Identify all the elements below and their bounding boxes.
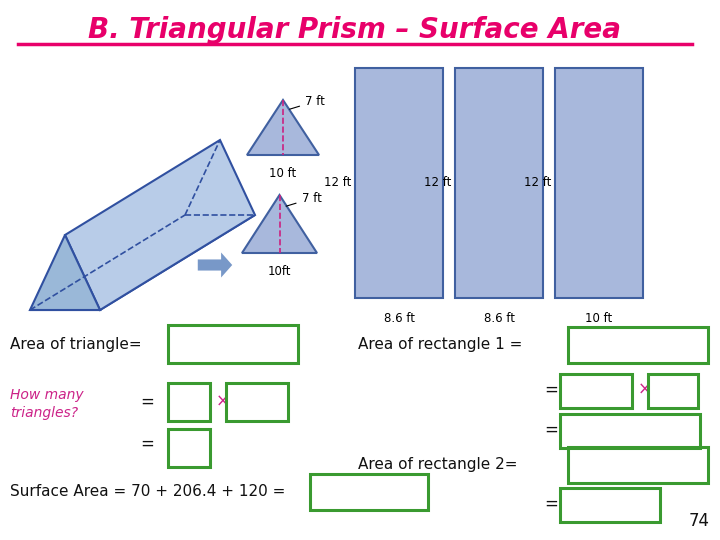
Bar	[355, 68, 443, 298]
Text: =: =	[140, 435, 154, 453]
Text: 10ft: 10ft	[268, 265, 292, 278]
Text: 7 ft: 7 ft	[286, 192, 321, 206]
Text: 12 ft: 12 ft	[523, 177, 551, 190]
Polygon shape	[30, 235, 100, 310]
Text: Area of rectangle 1 =: Area of rectangle 1 =	[358, 338, 523, 353]
Text: 8.6 ft: 8.6 ft	[384, 312, 415, 325]
Text: =: =	[544, 381, 558, 399]
Text: 8.6 ft: 8.6 ft	[484, 312, 515, 325]
Text: =: =	[140, 393, 154, 411]
Bar	[226, 383, 288, 421]
Bar	[455, 68, 543, 298]
Bar	[568, 447, 708, 483]
Polygon shape	[30, 215, 255, 310]
Text: ×: ×	[638, 381, 652, 399]
Bar	[310, 474, 428, 510]
Text: Area of rectangle 2=: Area of rectangle 2=	[358, 457, 518, 472]
Bar	[168, 325, 298, 363]
Text: 12 ft: 12 ft	[323, 177, 351, 190]
Bar	[560, 488, 660, 522]
Bar	[555, 68, 643, 298]
Text: B. Triangular Prism – Surface Area: B. Triangular Prism – Surface Area	[89, 16, 621, 44]
Bar	[568, 327, 708, 363]
Text: 12 ft: 12 ft	[423, 177, 451, 190]
Text: Surface Area = 70 + 206.4 + 120 =: Surface Area = 70 + 206.4 + 120 =	[10, 484, 285, 500]
Bar	[560, 374, 632, 408]
Bar	[560, 414, 700, 448]
Polygon shape	[247, 100, 319, 155]
Text: =: =	[544, 495, 558, 513]
Text: 10 ft: 10 ft	[585, 312, 613, 325]
Text: 10 ft: 10 ft	[269, 167, 297, 180]
Text: How many
triangles?: How many triangles?	[10, 388, 84, 421]
Text: ×: ×	[216, 393, 230, 411]
Bar	[168, 383, 210, 421]
Text: =: =	[544, 421, 558, 439]
Polygon shape	[242, 195, 317, 253]
Bar	[168, 429, 210, 467]
Bar	[648, 374, 698, 408]
Text: 74: 74	[689, 512, 710, 530]
Text: 7 ft: 7 ft	[289, 95, 325, 109]
Polygon shape	[65, 140, 255, 310]
Text: Area of triangle=: Area of triangle=	[10, 338, 142, 353]
